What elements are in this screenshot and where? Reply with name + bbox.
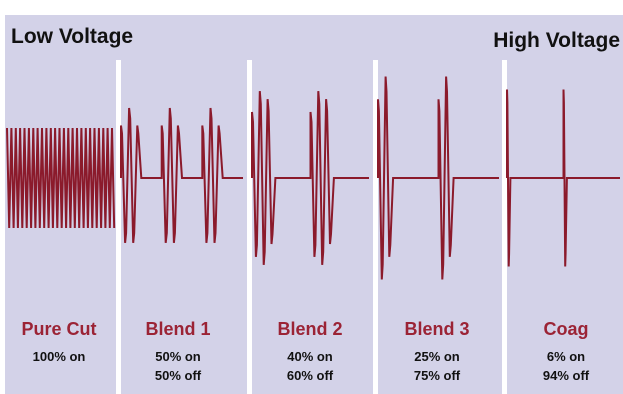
mode-duty-off-blend-2: 60% off [286, 368, 334, 383]
mode-duty-off-blend-1: 50% off [154, 368, 202, 383]
high-voltage-label: High Voltage [493, 29, 620, 52]
mode-name-blend-3: Blend 3 [404, 319, 470, 339]
panel-divider [373, 60, 378, 394]
mode-duty-on-blend-2: 40% on [287, 349, 333, 364]
low-voltage-label: Low Voltage [11, 25, 134, 48]
panel-divider [116, 60, 121, 394]
mode-duty-off-blend-3: 75% off [413, 368, 461, 383]
panel-divider [502, 60, 507, 394]
waveform-coag [506, 89, 620, 267]
mode-name-coag: Coag [543, 319, 589, 339]
waveform-pure-cut [6, 127, 116, 229]
mode-duty-on-coag: 6% on [546, 349, 586, 364]
mode-duty-on-blend-1: 50% on [155, 349, 201, 364]
waveform-blend-3 [377, 76, 499, 280]
mode-name-pure-cut: Pure Cut [21, 319, 97, 339]
mode-name-blend-2: Blend 2 [277, 319, 343, 339]
waveform-blend-1 [120, 107, 243, 244]
panel-divider [247, 60, 252, 394]
mode-name-blend-1: Blend 1 [145, 319, 211, 339]
mode-duty-on-pure-cut: 100% on [32, 349, 86, 364]
mode-duty-off-coag: 94% off [542, 368, 590, 383]
mode-duty-on-blend-3: 25% on [414, 349, 460, 364]
waveform-blend-2 [251, 91, 369, 265]
